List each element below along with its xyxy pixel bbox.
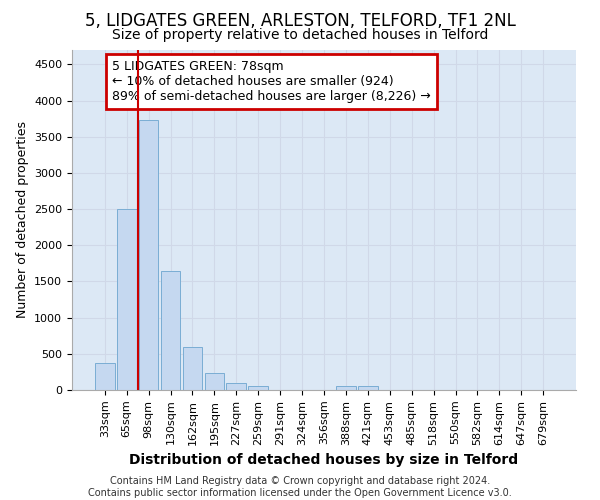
Bar bbox=[161, 272, 181, 390]
Bar bbox=[336, 386, 356, 390]
Bar bbox=[205, 373, 224, 390]
Bar bbox=[95, 363, 115, 390]
Y-axis label: Number of detached properties: Number of detached properties bbox=[16, 122, 29, 318]
Bar bbox=[117, 209, 137, 390]
Bar bbox=[358, 386, 378, 390]
Bar bbox=[248, 386, 268, 390]
Bar bbox=[226, 383, 246, 390]
X-axis label: Distribution of detached houses by size in Telford: Distribution of detached houses by size … bbox=[130, 453, 518, 467]
Bar bbox=[182, 348, 202, 390]
Text: 5 LIDGATES GREEN: 78sqm
← 10% of detached houses are smaller (924)
89% of semi-d: 5 LIDGATES GREEN: 78sqm ← 10% of detache… bbox=[112, 60, 431, 103]
Text: 5, LIDGATES GREEN, ARLESTON, TELFORD, TF1 2NL: 5, LIDGATES GREEN, ARLESTON, TELFORD, TF… bbox=[85, 12, 515, 30]
Text: Contains HM Land Registry data © Crown copyright and database right 2024.
Contai: Contains HM Land Registry data © Crown c… bbox=[88, 476, 512, 498]
Text: Size of property relative to detached houses in Telford: Size of property relative to detached ho… bbox=[112, 28, 488, 42]
Bar bbox=[139, 120, 158, 390]
